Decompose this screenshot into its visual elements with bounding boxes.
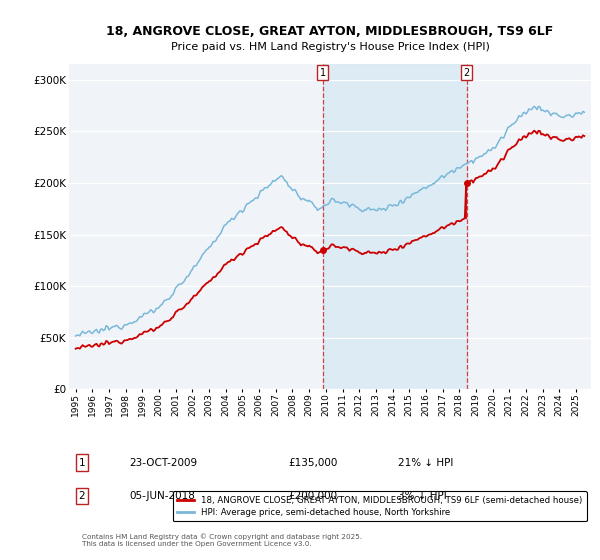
Text: Price paid vs. HM Land Registry's House Price Index (HPI): Price paid vs. HM Land Registry's House …	[170, 42, 490, 52]
Text: 05-JUN-2018: 05-JUN-2018	[129, 491, 195, 501]
Legend: 18, ANGROVE CLOSE, GREAT AYTON, MIDDLESBROUGH, TS9 6LF (semi-detached house), HP: 18, ANGROVE CLOSE, GREAT AYTON, MIDDLESB…	[173, 491, 587, 521]
Text: Contains HM Land Registry data © Crown copyright and database right 2025.
This d: Contains HM Land Registry data © Crown c…	[82, 533, 362, 547]
Text: £200,000: £200,000	[288, 491, 337, 501]
Text: 1: 1	[79, 458, 85, 468]
Text: 1: 1	[320, 68, 326, 77]
Text: 3% ↓ HPI: 3% ↓ HPI	[398, 491, 446, 501]
Text: 2: 2	[79, 491, 85, 501]
Text: 2: 2	[463, 68, 470, 77]
Text: 18, ANGROVE CLOSE, GREAT AYTON, MIDDLESBROUGH, TS9 6LF: 18, ANGROVE CLOSE, GREAT AYTON, MIDDLESB…	[106, 25, 554, 38]
Text: 21% ↓ HPI: 21% ↓ HPI	[398, 458, 453, 468]
Bar	[323, 64, 467, 389]
Text: £135,000: £135,000	[288, 458, 338, 468]
Text: 23-OCT-2009: 23-OCT-2009	[129, 458, 197, 468]
